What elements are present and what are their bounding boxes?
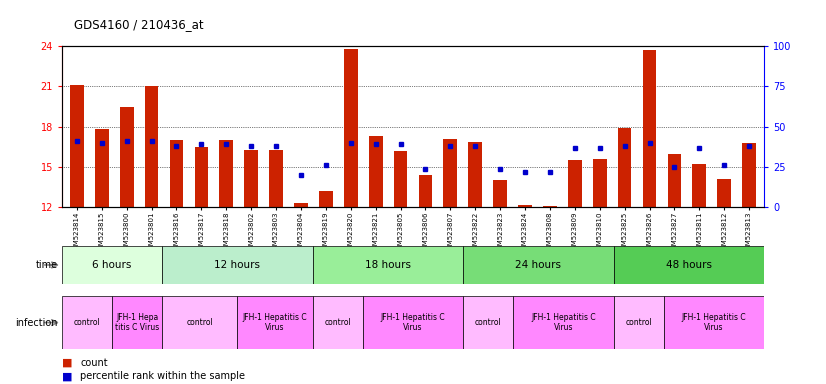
Bar <box>593 159 606 207</box>
Bar <box>614 246 764 284</box>
Bar <box>313 246 463 284</box>
Bar <box>195 147 208 207</box>
Bar <box>518 205 532 207</box>
Bar <box>717 179 731 207</box>
Text: control: control <box>625 318 652 327</box>
Bar <box>692 164 706 207</box>
Bar <box>568 161 582 207</box>
Text: JFH-1 Hepatitis C
Virus: JFH-1 Hepatitis C Virus <box>531 313 596 332</box>
Text: JFH-1 Hepatitis C
Virus: JFH-1 Hepatitis C Virus <box>381 313 445 332</box>
Text: 12 hours: 12 hours <box>215 260 260 270</box>
Bar <box>220 140 233 207</box>
Text: JFH-1 Hepatitis C
Virus: JFH-1 Hepatitis C Virus <box>681 313 746 332</box>
Bar <box>643 50 657 207</box>
Bar <box>614 296 664 349</box>
Text: 48 hours: 48 hours <box>666 260 712 270</box>
Text: ■: ■ <box>62 358 76 368</box>
Bar <box>344 49 358 207</box>
Text: control: control <box>187 318 213 327</box>
Text: percentile rank within the sample: percentile rank within the sample <box>80 371 245 381</box>
Bar <box>444 139 458 207</box>
Bar <box>169 140 183 207</box>
Text: 24 hours: 24 hours <box>515 260 562 270</box>
Text: 6 hours: 6 hours <box>93 260 132 270</box>
Bar <box>419 175 432 207</box>
Bar <box>664 296 764 349</box>
Bar <box>269 149 283 207</box>
Bar <box>319 191 333 207</box>
Bar <box>363 296 463 349</box>
Bar <box>743 143 756 207</box>
Bar <box>244 149 258 207</box>
Bar <box>95 129 109 207</box>
Bar <box>62 246 162 284</box>
Bar <box>368 136 382 207</box>
Text: count: count <box>80 358 107 368</box>
Bar <box>162 296 238 349</box>
Bar <box>543 206 557 207</box>
Bar <box>112 296 162 349</box>
Bar <box>618 128 631 207</box>
Text: control: control <box>325 318 351 327</box>
Bar <box>493 180 507 207</box>
Bar <box>62 296 112 349</box>
Text: time: time <box>36 260 58 270</box>
Bar <box>463 246 614 284</box>
Bar <box>468 142 482 207</box>
Bar <box>120 107 134 207</box>
Text: JFH-1 Hepa
titis C Virus: JFH-1 Hepa titis C Virus <box>115 313 159 332</box>
Bar <box>394 151 407 207</box>
Text: control: control <box>475 318 501 327</box>
Text: control: control <box>74 318 101 327</box>
Bar <box>463 296 513 349</box>
Text: JFH-1 Hepatitis C
Virus: JFH-1 Hepatitis C Virus <box>243 313 307 332</box>
Bar <box>162 246 313 284</box>
Bar <box>70 85 83 207</box>
Text: infection: infection <box>16 318 58 328</box>
Text: 18 hours: 18 hours <box>365 260 411 270</box>
Text: ■: ■ <box>62 371 76 381</box>
Bar <box>238 296 313 349</box>
Bar <box>145 86 159 207</box>
Bar <box>313 296 363 349</box>
Bar <box>667 154 681 207</box>
Bar <box>294 204 308 207</box>
Text: GDS4160 / 210436_at: GDS4160 / 210436_at <box>74 18 204 31</box>
Bar <box>513 296 614 349</box>
